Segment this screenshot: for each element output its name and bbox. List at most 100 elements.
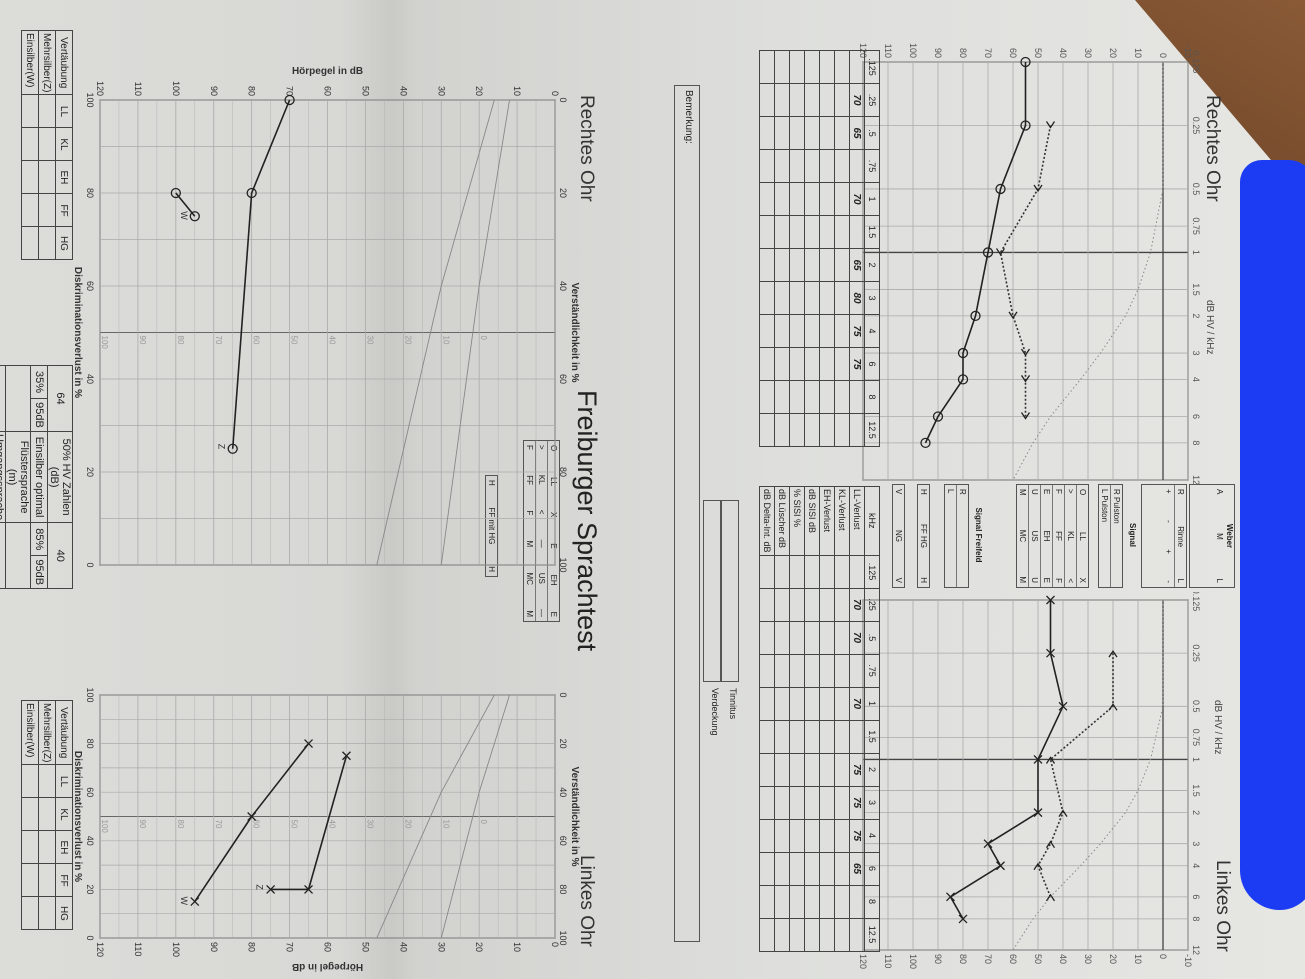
value-cell[interactable] <box>819 918 835 952</box>
value-cell[interactable] <box>819 215 835 249</box>
value-cell[interactable] <box>759 819 775 853</box>
value-cell[interactable] <box>774 555 790 589</box>
value-cell[interactable] <box>789 83 805 117</box>
value-cell[interactable] <box>834 380 850 414</box>
masking-cell[interactable] <box>38 94 56 128</box>
masking-cell[interactable] <box>21 896 39 930</box>
value-cell[interactable] <box>789 852 805 886</box>
value-cell[interactable] <box>849 720 865 754</box>
value-cell[interactable] <box>849 50 865 84</box>
value-cell[interactable] <box>774 852 790 886</box>
value-cell[interactable] <box>849 380 865 414</box>
value-cell[interactable] <box>819 654 835 688</box>
value-cell[interactable] <box>774 182 790 216</box>
value-cell[interactable] <box>834 621 850 655</box>
value-cell[interactable] <box>789 281 805 315</box>
value-cell[interactable] <box>834 786 850 820</box>
tinnitus-field[interactable] <box>721 500 739 682</box>
value-cell[interactable] <box>774 380 790 414</box>
value-cell[interactable] <box>759 413 775 447</box>
value-cell[interactable] <box>789 621 805 655</box>
value-cell[interactable] <box>819 819 835 853</box>
value-cell[interactable] <box>834 314 850 348</box>
value-cell[interactable] <box>819 852 835 886</box>
value-cell[interactable] <box>834 852 850 886</box>
masking-cell[interactable] <box>21 94 39 128</box>
value-cell[interactable] <box>774 720 790 754</box>
value-cell[interactable] <box>819 248 835 282</box>
value-cell[interactable] <box>789 555 805 589</box>
value-cell[interactable]: 65 <box>849 116 865 150</box>
masking-cell[interactable] <box>21 226 39 260</box>
value-cell[interactable] <box>819 555 835 589</box>
value-cell[interactable] <box>834 819 850 853</box>
value-cell[interactable] <box>834 149 850 183</box>
value-cell[interactable] <box>789 588 805 622</box>
value-cell[interactable] <box>804 588 820 622</box>
masking-cell[interactable] <box>21 830 39 864</box>
rinne-checkbox[interactable]: - <box>1164 520 1173 523</box>
value-cell[interactable] <box>789 885 805 919</box>
value-cell[interactable] <box>804 314 820 348</box>
value-cell[interactable] <box>819 380 835 414</box>
value-cell[interactable] <box>789 380 805 414</box>
value-cell[interactable] <box>819 314 835 348</box>
value-cell[interactable] <box>789 314 805 348</box>
value-cell[interactable] <box>804 852 820 886</box>
value-cell[interactable] <box>789 50 805 84</box>
value-cell[interactable] <box>789 720 805 754</box>
value-cell[interactable] <box>774 885 790 919</box>
value-cell[interactable] <box>759 215 775 249</box>
value-cell[interactable] <box>819 687 835 721</box>
value-cell[interactable] <box>834 347 850 381</box>
bemerkung-field[interactable]: Bemerkung: <box>674 85 700 942</box>
value-cell[interactable]: 65 <box>849 852 865 886</box>
value-cell[interactable]: 70 <box>849 687 865 721</box>
value-cell[interactable] <box>804 413 820 447</box>
value-cell[interactable] <box>759 248 775 282</box>
value-cell[interactable] <box>759 786 775 820</box>
value-cell[interactable] <box>759 720 775 754</box>
masking-cell[interactable] <box>38 863 56 897</box>
value-cell[interactable] <box>819 83 835 117</box>
value-cell[interactable] <box>759 149 775 183</box>
value-cell[interactable] <box>819 182 835 216</box>
value-cell[interactable] <box>759 83 775 117</box>
value-cell[interactable] <box>789 918 805 952</box>
value-cell[interactable] <box>804 753 820 787</box>
value-cell[interactable] <box>774 621 790 655</box>
rinne-checkbox[interactable]: + <box>1164 489 1173 494</box>
value-cell[interactable] <box>834 885 850 919</box>
value-cell[interactable] <box>819 786 835 820</box>
value-cell[interactable]: 70 <box>849 182 865 216</box>
value-cell[interactable] <box>774 50 790 84</box>
value-cell[interactable] <box>759 852 775 886</box>
value-cell[interactable]: 70 <box>849 83 865 117</box>
value-cell[interactable] <box>759 380 775 414</box>
value-cell[interactable] <box>789 687 805 721</box>
value-cell[interactable] <box>804 654 820 688</box>
value-cell[interactable] <box>789 819 805 853</box>
masking-cell[interactable] <box>21 764 39 798</box>
value-cell[interactable] <box>804 786 820 820</box>
value-cell[interactable] <box>789 347 805 381</box>
value-cell[interactable] <box>759 753 775 787</box>
value-cell[interactable] <box>804 687 820 721</box>
value-cell[interactable] <box>804 149 820 183</box>
value-cell[interactable] <box>774 753 790 787</box>
value-cell[interactable] <box>759 555 775 589</box>
verdeckung-field[interactable] <box>703 500 721 682</box>
value-cell[interactable] <box>804 819 820 853</box>
value-cell[interactable] <box>804 50 820 84</box>
value-cell[interactable] <box>834 555 850 589</box>
value-cell[interactable] <box>759 687 775 721</box>
masking-cell[interactable] <box>38 226 56 260</box>
value-cell[interactable]: 70 <box>849 588 865 622</box>
value-cell[interactable] <box>759 588 775 622</box>
value-cell[interactable] <box>849 149 865 183</box>
value-cell[interactable] <box>819 753 835 787</box>
value-cell[interactable]: 65 <box>849 248 865 282</box>
value-cell[interactable] <box>804 918 820 952</box>
rinne-checkbox[interactable]: + <box>1164 549 1173 554</box>
value-cell[interactable] <box>774 83 790 117</box>
